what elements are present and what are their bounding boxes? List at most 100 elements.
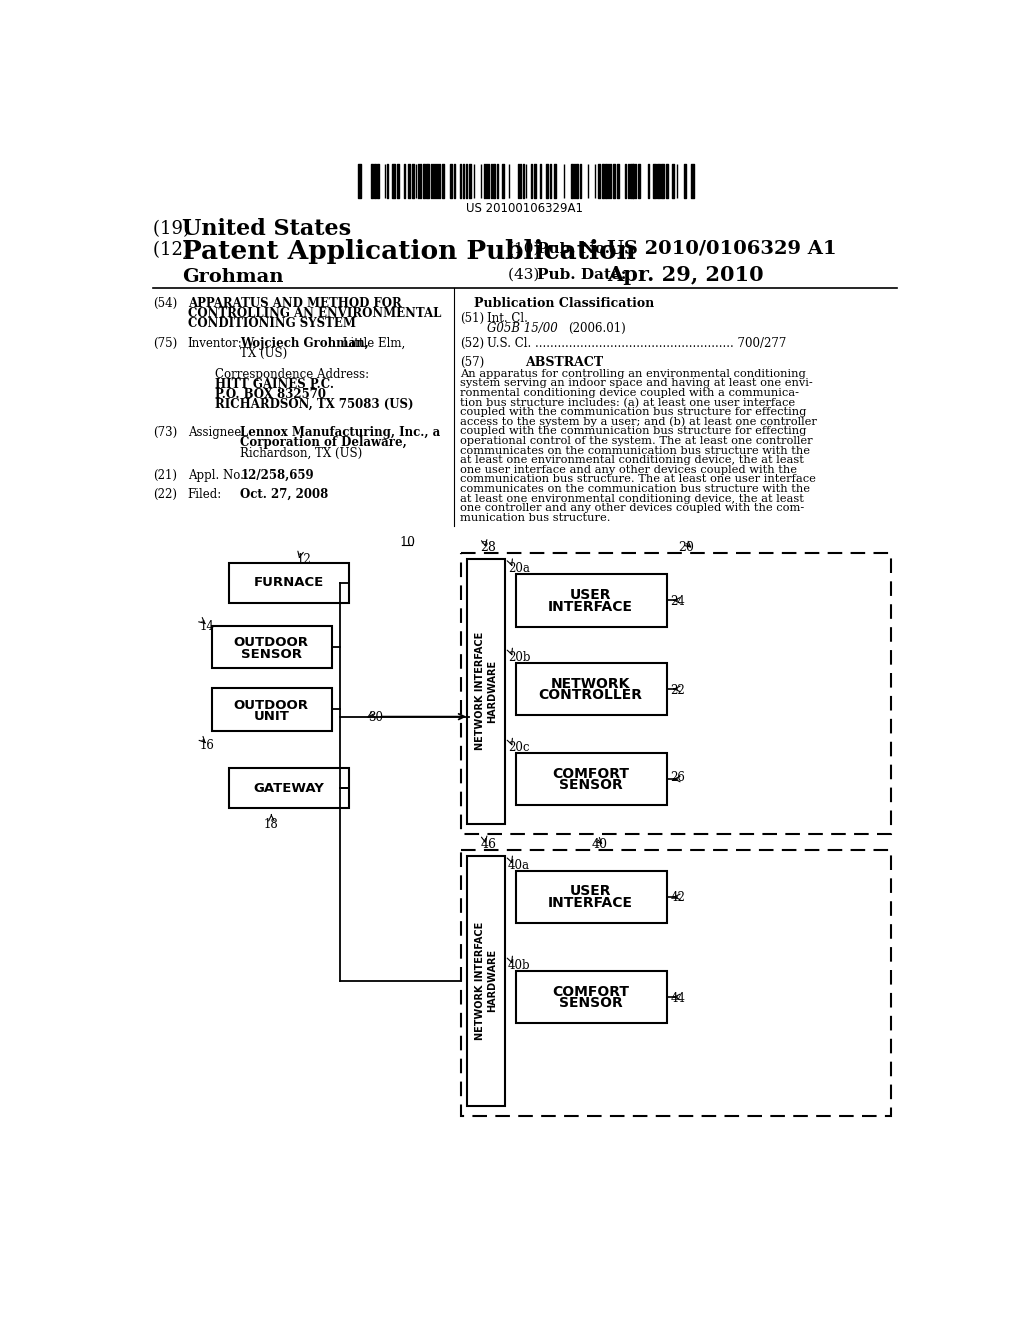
Text: (73): (73) xyxy=(153,426,177,440)
Text: Int. Cl.: Int. Cl. xyxy=(486,313,527,326)
Bar xyxy=(461,850,891,1115)
Text: access to the system by a user; and (b) at least one controller: access to the system by a user; and (b) … xyxy=(460,417,816,428)
Text: Filed:: Filed: xyxy=(187,488,222,502)
Text: (10): (10) xyxy=(508,242,544,256)
Text: US 2010/0106329 A1: US 2010/0106329 A1 xyxy=(607,239,837,257)
Text: INTERFACE: INTERFACE xyxy=(548,599,633,614)
Bar xyxy=(515,663,667,715)
Text: Richardson, TX (US): Richardson, TX (US) xyxy=(241,446,362,459)
Text: coupled with the communication bus structure for effecting: coupled with the communication bus struc… xyxy=(460,407,806,417)
Text: Assignee:: Assignee: xyxy=(187,426,245,440)
Text: munication bus structure.: munication bus structure. xyxy=(460,513,610,523)
Bar xyxy=(515,574,667,627)
Text: Oct. 27, 2008: Oct. 27, 2008 xyxy=(241,488,329,502)
Text: (2006.01): (2006.01) xyxy=(568,322,626,335)
Text: Wojciech Grohman,: Wojciech Grohman, xyxy=(241,337,369,350)
Text: 46: 46 xyxy=(480,837,497,850)
Text: OUTDOOR: OUTDOOR xyxy=(233,636,309,649)
Text: An apparatus for controlling an environmental conditioning: An apparatus for controlling an environm… xyxy=(460,368,806,379)
Text: 42: 42 xyxy=(671,891,685,904)
Text: at least one environmental conditioning device, the at least: at least one environmental conditioning … xyxy=(460,494,804,504)
Text: 30: 30 xyxy=(369,711,383,725)
Text: 10: 10 xyxy=(399,536,415,549)
Text: communicates on the communication bus structure with the: communicates on the communication bus st… xyxy=(460,446,810,455)
Text: tion bus structure includes: (a) at least one user interface: tion bus structure includes: (a) at leas… xyxy=(460,397,795,408)
Text: ABSTRACT: ABSTRACT xyxy=(525,355,603,368)
Text: 20c: 20c xyxy=(508,742,529,754)
Bar xyxy=(212,688,332,730)
Text: communicates on the communication bus structure with the: communicates on the communication bus st… xyxy=(460,484,810,494)
Text: OUTDOOR: OUTDOOR xyxy=(233,698,309,711)
Text: SENSOR: SENSOR xyxy=(559,997,623,1010)
Text: 18: 18 xyxy=(264,817,279,830)
Text: one controller and any other devices coupled with the com-: one controller and any other devices cou… xyxy=(460,503,804,513)
Text: 44: 44 xyxy=(671,991,685,1005)
Bar xyxy=(228,768,349,808)
Text: communication bus structure. The at least one user interface: communication bus structure. The at leas… xyxy=(460,474,815,484)
Text: US 20100106329A1: US 20100106329A1 xyxy=(466,202,584,215)
Text: FURNACE: FURNACE xyxy=(253,576,324,589)
Text: (75): (75) xyxy=(153,337,177,350)
Bar xyxy=(467,855,505,1106)
Text: one user interface and any other devices coupled with the: one user interface and any other devices… xyxy=(460,465,797,475)
Text: 12/258,659: 12/258,659 xyxy=(241,469,314,482)
Text: TX (US): TX (US) xyxy=(241,347,288,360)
Text: operational control of the system. The at least one controller: operational control of the system. The a… xyxy=(460,436,812,446)
Text: COMFORT: COMFORT xyxy=(552,767,629,780)
Text: Pub. No.:: Pub. No.: xyxy=(538,242,615,256)
Text: 20b: 20b xyxy=(508,651,530,664)
Text: (19): (19) xyxy=(153,220,196,238)
Text: Apr. 29, 2010: Apr. 29, 2010 xyxy=(607,264,764,285)
Text: 40a: 40a xyxy=(508,859,529,873)
Text: USER: USER xyxy=(570,587,611,602)
Text: ronmental conditioning device coupled with a communica-: ronmental conditioning device coupled wi… xyxy=(460,388,799,397)
Text: GATEWAY: GATEWAY xyxy=(253,781,324,795)
Text: INTERFACE: INTERFACE xyxy=(548,896,633,909)
Text: Corporation of Delaware,: Corporation of Delaware, xyxy=(241,437,408,449)
Text: (12): (12) xyxy=(153,242,196,260)
Bar xyxy=(228,562,349,603)
Text: USER: USER xyxy=(570,884,611,899)
Text: Appl. No.:: Appl. No.: xyxy=(187,469,248,482)
Text: (57): (57) xyxy=(460,355,484,368)
Text: G05B 15/00: G05B 15/00 xyxy=(486,322,558,335)
Text: (54): (54) xyxy=(153,297,177,310)
Text: at least one environmental conditioning device, the at least: at least one environmental conditioning … xyxy=(460,455,804,465)
Text: 40: 40 xyxy=(592,837,607,850)
Text: (52): (52) xyxy=(460,337,483,350)
Text: system serving an indoor space and having at least one envi-: system serving an indoor space and havin… xyxy=(460,379,812,388)
Text: 26: 26 xyxy=(671,771,685,784)
Text: CONTROLLER: CONTROLLER xyxy=(539,688,643,702)
Bar xyxy=(515,970,667,1023)
Text: (22): (22) xyxy=(153,488,177,502)
Text: 14: 14 xyxy=(200,620,215,634)
Text: COMFORT: COMFORT xyxy=(552,985,629,998)
Text: U.S. Cl. ..................................................... 700/277: U.S. Cl. ...............................… xyxy=(486,337,786,350)
Text: 16: 16 xyxy=(200,739,215,752)
Text: Little Elm,: Little Elm, xyxy=(339,337,406,350)
Text: 40b: 40b xyxy=(508,960,530,973)
Text: Grohman: Grohman xyxy=(182,268,284,285)
Text: NETWORK: NETWORK xyxy=(551,677,631,690)
Text: United States: United States xyxy=(182,218,351,240)
Text: 12: 12 xyxy=(297,553,311,566)
Bar xyxy=(212,626,332,668)
Text: P.O. BOX 832570: P.O. BOX 832570 xyxy=(215,388,326,401)
Text: 20: 20 xyxy=(678,541,694,554)
Text: NETWORK INTERFACE
HARDWARE: NETWORK INTERFACE HARDWARE xyxy=(475,632,497,750)
Text: 20a: 20a xyxy=(508,562,529,576)
Bar xyxy=(515,871,667,923)
Text: Patent Application Publication: Patent Application Publication xyxy=(182,239,636,264)
Text: 28: 28 xyxy=(480,541,497,554)
Text: coupled with the communication bus structure for effecting: coupled with the communication bus struc… xyxy=(460,426,806,437)
Text: Lennox Manufacturing, Inc., a: Lennox Manufacturing, Inc., a xyxy=(241,426,440,440)
Bar xyxy=(461,553,891,834)
Text: Correspondence Address:: Correspondence Address: xyxy=(215,368,369,381)
Bar xyxy=(467,558,505,825)
Text: RICHARDSON, TX 75083 (US): RICHARDSON, TX 75083 (US) xyxy=(215,397,414,411)
Text: CONDITIONING SYSTEM: CONDITIONING SYSTEM xyxy=(187,317,355,330)
Text: CONTROLLING AN ENVIRONMENTAL: CONTROLLING AN ENVIRONMENTAL xyxy=(187,308,441,319)
Text: 24: 24 xyxy=(671,595,685,609)
Bar xyxy=(515,752,667,805)
Text: Pub. Date:: Pub. Date: xyxy=(538,268,627,281)
